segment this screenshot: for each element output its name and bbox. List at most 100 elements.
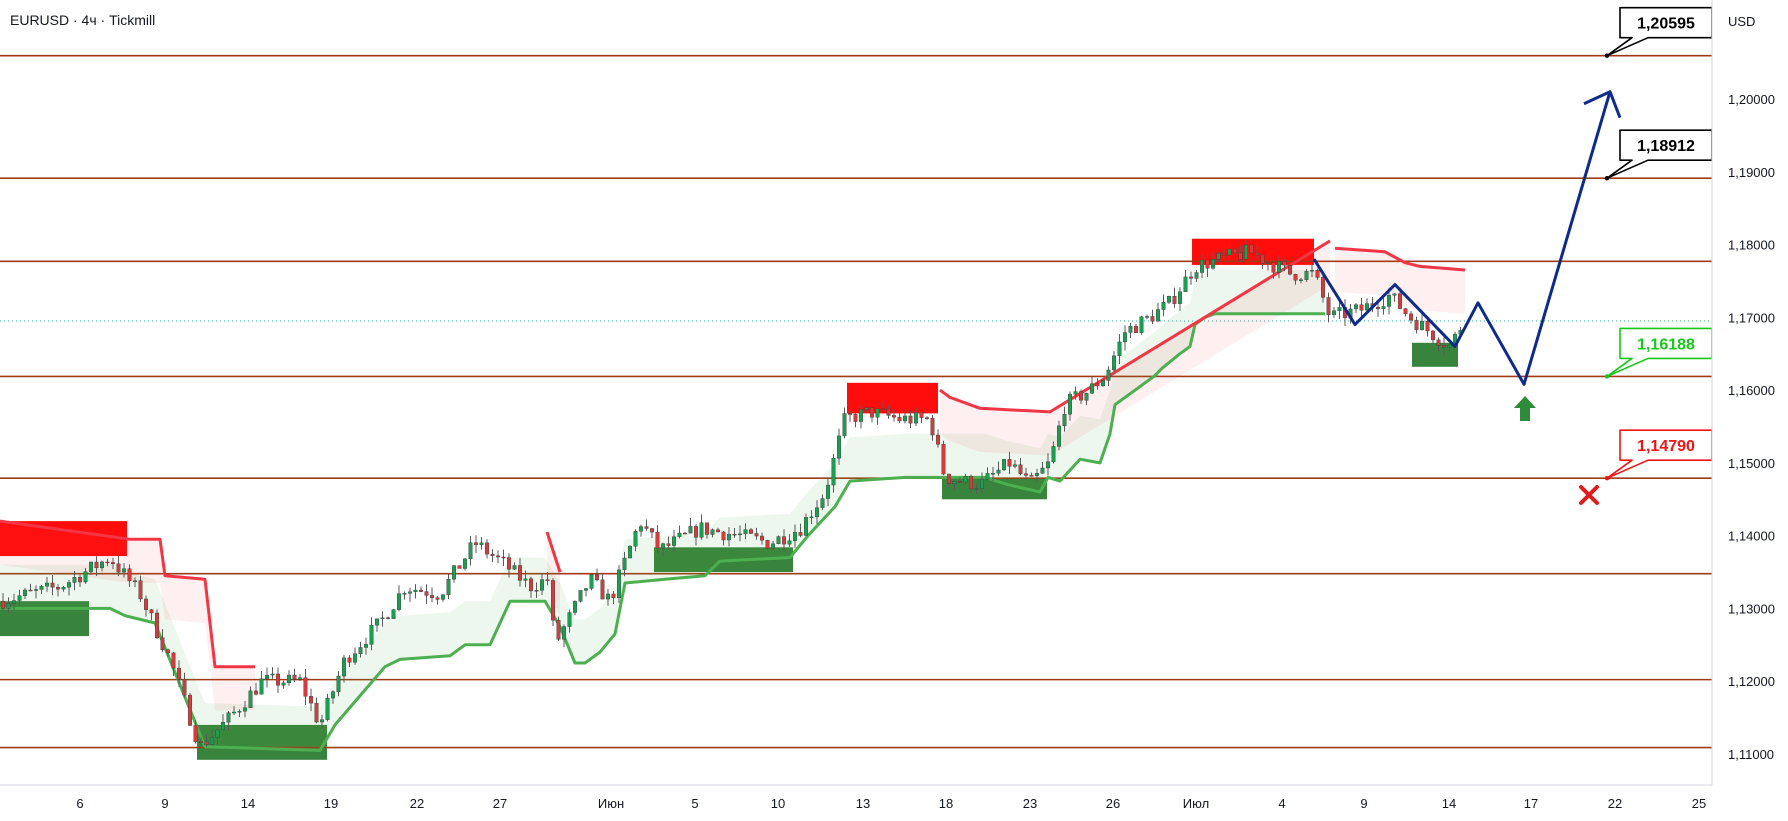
candle-body bbox=[1320, 277, 1325, 298]
downtrend-fill bbox=[1335, 248, 1465, 314]
candle-body bbox=[738, 533, 743, 536]
price-tick-label: 1,20000 bbox=[1728, 92, 1775, 107]
candle-body bbox=[1265, 262, 1270, 264]
candle-body bbox=[72, 577, 77, 583]
callout-anchor-dot bbox=[1604, 475, 1610, 481]
candle-body bbox=[430, 595, 435, 598]
candle-body bbox=[160, 637, 165, 650]
candle-body bbox=[105, 561, 110, 564]
candle-body bbox=[364, 644, 369, 648]
candle-body bbox=[94, 561, 99, 569]
uptrend-line bbox=[0, 312, 1325, 752]
candle-body bbox=[402, 593, 407, 595]
candle-body bbox=[864, 407, 869, 410]
candle-body bbox=[1309, 270, 1314, 272]
candle-body bbox=[512, 565, 517, 570]
candle-body bbox=[1364, 303, 1369, 311]
candle-body bbox=[452, 565, 457, 580]
candle-body bbox=[1216, 253, 1221, 260]
candle-body bbox=[1403, 308, 1408, 315]
candle-body bbox=[1155, 309, 1160, 322]
downtrend-line bbox=[1334, 246, 1466, 272]
candle-body bbox=[870, 407, 875, 418]
candle-body bbox=[908, 415, 913, 424]
candle-body bbox=[1007, 459, 1012, 467]
candle-body bbox=[56, 586, 61, 590]
candle-body bbox=[165, 649, 170, 654]
candle-body bbox=[237, 711, 242, 713]
candle-body bbox=[61, 587, 66, 590]
time-tick-label: 10 bbox=[771, 796, 785, 811]
candle-body bbox=[545, 579, 550, 581]
candle-body bbox=[1089, 383, 1094, 394]
candle-body bbox=[1122, 332, 1127, 343]
candle-body bbox=[897, 416, 902, 422]
candle-body bbox=[837, 435, 842, 459]
candle-body bbox=[1062, 414, 1067, 427]
candle-body bbox=[1029, 475, 1034, 477]
candle-body bbox=[815, 507, 820, 518]
candle-body bbox=[1293, 274, 1298, 281]
candle-body bbox=[380, 617, 385, 619]
time-tick-label: 14 bbox=[241, 796, 255, 811]
candle-body bbox=[534, 590, 539, 592]
candle-body bbox=[1425, 321, 1430, 332]
candle-body bbox=[584, 588, 589, 591]
time-tick-label: 26 bbox=[1106, 796, 1120, 811]
candle-body bbox=[463, 558, 468, 569]
candle-body bbox=[1034, 473, 1039, 477]
price-tick-label: 1,15000 bbox=[1728, 456, 1775, 471]
currency-label[interactable]: USD bbox=[1728, 14, 1756, 29]
candle-body bbox=[1353, 304, 1358, 310]
candle-body bbox=[1397, 293, 1402, 309]
candle-body bbox=[919, 412, 924, 418]
candle-body bbox=[540, 579, 545, 591]
price-axis-panel bbox=[1712, 0, 1788, 821]
candle-body bbox=[622, 557, 627, 571]
candle-body bbox=[331, 691, 336, 699]
candle-body bbox=[28, 589, 33, 592]
time-tick-label: 27 bbox=[493, 796, 507, 811]
candle-body bbox=[567, 612, 572, 627]
candle-body bbox=[45, 582, 50, 587]
candle-body bbox=[386, 617, 391, 619]
candle-body bbox=[1095, 383, 1100, 387]
candle-body bbox=[347, 657, 352, 663]
candle-body bbox=[397, 593, 402, 610]
candle-body bbox=[1205, 259, 1210, 269]
candle-body bbox=[749, 529, 754, 534]
candle-body bbox=[1392, 293, 1397, 296]
candle-body bbox=[1408, 313, 1413, 321]
candle-body bbox=[446, 578, 451, 595]
candle-body bbox=[875, 408, 880, 418]
candle-body bbox=[1150, 316, 1155, 322]
candle-body bbox=[1298, 279, 1303, 281]
callout-anchor-dot bbox=[1604, 374, 1610, 379]
candle-body bbox=[408, 591, 413, 594]
candle-body bbox=[1276, 261, 1281, 273]
time-tick-label: 4 bbox=[1278, 796, 1285, 811]
candle-body bbox=[831, 458, 836, 486]
callout-anchor-dot bbox=[1604, 175, 1610, 181]
candle-body bbox=[248, 690, 253, 708]
candle-body bbox=[1139, 316, 1144, 333]
candle-body bbox=[655, 531, 660, 549]
candle-body bbox=[776, 536, 781, 545]
candle-body bbox=[391, 609, 396, 619]
candle-body bbox=[276, 673, 281, 686]
downtrend-fill bbox=[547, 532, 560, 616]
candle-body bbox=[1045, 461, 1050, 469]
time-tick-label: 9 bbox=[1360, 796, 1367, 811]
price-callout-label: 1,18912 bbox=[1637, 138, 1695, 155]
candle-body bbox=[969, 476, 974, 490]
candle-body bbox=[710, 529, 715, 535]
candle-body bbox=[1210, 259, 1215, 269]
candle-body bbox=[661, 543, 666, 549]
candle-body bbox=[1194, 272, 1199, 279]
candle-body bbox=[281, 682, 286, 686]
candle-body bbox=[683, 532, 688, 535]
candle-body bbox=[859, 409, 864, 422]
candle-body bbox=[727, 533, 732, 541]
candle-body bbox=[947, 473, 952, 485]
